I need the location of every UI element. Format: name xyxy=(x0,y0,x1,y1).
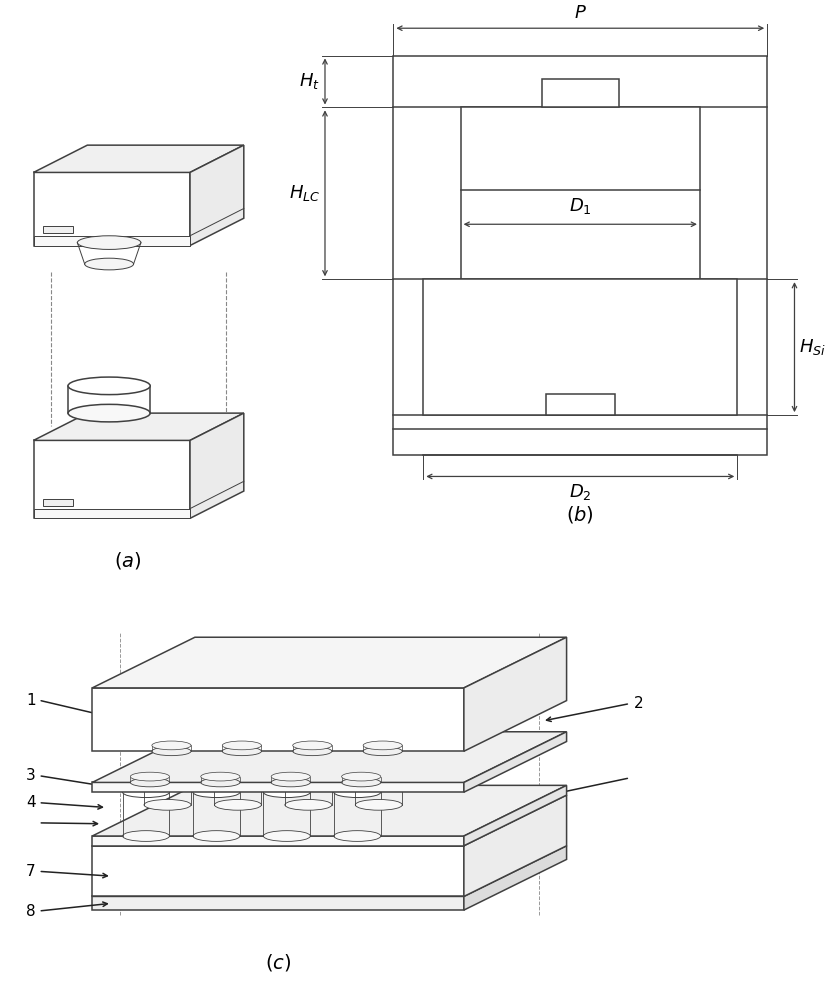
Ellipse shape xyxy=(200,772,240,781)
Text: $H_{LC}$: $H_{LC}$ xyxy=(289,183,320,203)
Text: 3: 3 xyxy=(26,768,35,783)
Polygon shape xyxy=(33,172,190,246)
Ellipse shape xyxy=(342,778,381,787)
Text: $H_{Si}$: $H_{Si}$ xyxy=(799,337,827,357)
Ellipse shape xyxy=(334,787,381,798)
Ellipse shape xyxy=(285,799,331,810)
Text: $D_2$: $D_2$ xyxy=(569,482,591,502)
Bar xyxy=(43,226,73,233)
Ellipse shape xyxy=(222,747,261,756)
Ellipse shape xyxy=(193,831,240,841)
Polygon shape xyxy=(92,795,567,846)
Ellipse shape xyxy=(152,741,191,750)
Ellipse shape xyxy=(263,787,311,798)
Ellipse shape xyxy=(236,724,283,735)
Polygon shape xyxy=(464,785,567,846)
Bar xyxy=(393,56,767,455)
Ellipse shape xyxy=(356,756,402,766)
Ellipse shape xyxy=(144,756,191,766)
Ellipse shape xyxy=(200,778,240,787)
Polygon shape xyxy=(464,732,567,792)
Ellipse shape xyxy=(306,724,353,735)
Text: $(a)$: $(a)$ xyxy=(114,550,142,571)
Ellipse shape xyxy=(215,799,261,810)
Polygon shape xyxy=(33,509,190,518)
Text: 4: 4 xyxy=(26,795,35,810)
Ellipse shape xyxy=(285,756,331,766)
Text: $P$: $P$ xyxy=(574,4,587,22)
Ellipse shape xyxy=(356,799,402,810)
Ellipse shape xyxy=(144,799,191,810)
Ellipse shape xyxy=(342,772,381,781)
Ellipse shape xyxy=(215,756,261,766)
Ellipse shape xyxy=(130,778,170,787)
Ellipse shape xyxy=(123,787,170,798)
Ellipse shape xyxy=(165,768,212,779)
Polygon shape xyxy=(92,846,567,896)
Text: $(c)$: $(c)$ xyxy=(265,952,291,973)
Text: $D_1$: $D_1$ xyxy=(569,196,592,216)
Ellipse shape xyxy=(165,724,212,735)
Ellipse shape xyxy=(271,772,311,781)
Polygon shape xyxy=(190,413,244,518)
Ellipse shape xyxy=(68,404,150,422)
Polygon shape xyxy=(92,782,464,792)
Ellipse shape xyxy=(263,831,311,841)
Polygon shape xyxy=(190,145,244,246)
Polygon shape xyxy=(33,145,244,172)
Text: 2: 2 xyxy=(634,696,644,711)
Bar xyxy=(43,499,73,506)
Ellipse shape xyxy=(334,831,381,841)
Text: 7: 7 xyxy=(26,864,35,879)
Ellipse shape xyxy=(130,772,170,781)
Text: $H_t$: $H_t$ xyxy=(299,71,320,91)
Polygon shape xyxy=(464,846,567,910)
Polygon shape xyxy=(464,795,567,896)
Polygon shape xyxy=(92,732,567,782)
Text: 1: 1 xyxy=(26,693,35,708)
Polygon shape xyxy=(92,785,567,836)
Polygon shape xyxy=(92,836,464,846)
Ellipse shape xyxy=(78,236,141,249)
Ellipse shape xyxy=(306,768,353,779)
Text: 8: 8 xyxy=(26,904,35,919)
Polygon shape xyxy=(464,637,567,751)
Text: $(b)$: $(b)$ xyxy=(566,504,595,525)
Ellipse shape xyxy=(193,787,240,798)
Ellipse shape xyxy=(152,747,191,756)
Polygon shape xyxy=(92,896,464,910)
Ellipse shape xyxy=(84,258,134,270)
Bar xyxy=(546,394,615,415)
Ellipse shape xyxy=(363,741,402,750)
Bar xyxy=(423,279,737,415)
Ellipse shape xyxy=(271,778,311,787)
Polygon shape xyxy=(33,440,190,518)
Ellipse shape xyxy=(222,741,261,750)
Ellipse shape xyxy=(293,747,331,756)
Bar xyxy=(461,107,700,279)
Polygon shape xyxy=(33,413,244,440)
Ellipse shape xyxy=(363,747,402,756)
Polygon shape xyxy=(33,236,190,246)
Ellipse shape xyxy=(377,768,424,779)
Ellipse shape xyxy=(123,831,170,841)
Bar xyxy=(542,79,619,107)
Polygon shape xyxy=(92,637,567,688)
Ellipse shape xyxy=(236,768,283,779)
Ellipse shape xyxy=(377,724,424,735)
Ellipse shape xyxy=(293,741,331,750)
Ellipse shape xyxy=(68,377,150,395)
Polygon shape xyxy=(92,846,464,896)
Polygon shape xyxy=(92,688,464,751)
